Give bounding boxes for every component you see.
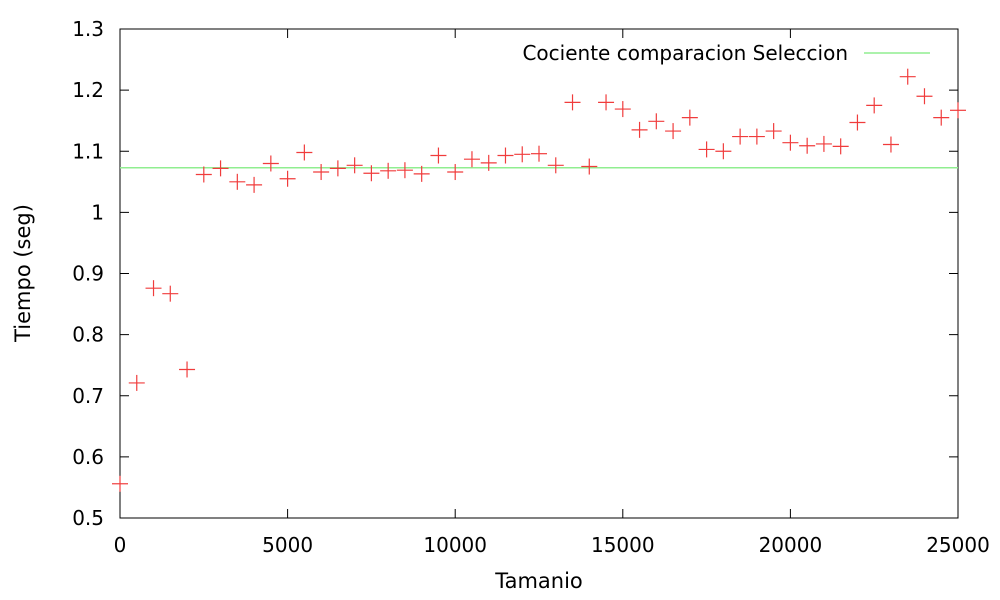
data-point xyxy=(732,128,749,145)
data-point xyxy=(497,147,514,164)
data-point xyxy=(514,146,531,163)
data-point xyxy=(430,147,447,164)
x-tick-label: 10000 xyxy=(423,533,487,557)
data-point xyxy=(564,94,581,111)
data-point xyxy=(581,158,598,175)
x-tick-label: 25000 xyxy=(926,533,990,557)
data-point xyxy=(815,135,832,152)
y-tick-label: 1.2 xyxy=(72,78,104,102)
data-point xyxy=(832,138,849,155)
data-point xyxy=(212,160,229,177)
y-tick-label: 1 xyxy=(91,200,104,224)
data-point xyxy=(363,165,380,182)
data-point xyxy=(715,143,732,160)
y-tick-label: 0.6 xyxy=(72,445,104,469)
data-point xyxy=(866,97,883,114)
data-point xyxy=(547,157,564,174)
data-point xyxy=(899,68,916,85)
data-point xyxy=(849,114,866,131)
data-point xyxy=(950,102,966,119)
data-point xyxy=(179,361,196,378)
data-point xyxy=(162,285,179,302)
data-point xyxy=(933,109,950,126)
y-tick-label: 0.8 xyxy=(72,323,104,347)
data-point xyxy=(799,137,816,154)
data-point xyxy=(380,162,397,179)
data-point xyxy=(195,166,212,183)
data-point xyxy=(447,164,464,181)
data-point xyxy=(329,160,346,177)
y-tick-label: 0.9 xyxy=(72,262,104,286)
data-point xyxy=(748,128,765,145)
axis-ticks: 0 5000 10000 15000 20000 25000 0.5 0.6 0.7 0.8 0.9… xyxy=(72,17,990,557)
data-point xyxy=(614,101,631,118)
x-tick-label: 20000 xyxy=(759,533,823,557)
data-point xyxy=(128,374,145,391)
y-tick-label: 0.5 xyxy=(72,506,104,530)
data-points xyxy=(112,68,966,492)
data-point xyxy=(279,170,296,187)
x-axis-label: Tamanio xyxy=(494,569,583,593)
data-point xyxy=(229,173,246,190)
data-point xyxy=(313,164,330,181)
data-point xyxy=(631,121,648,138)
data-point xyxy=(765,123,782,140)
data-point xyxy=(598,94,615,111)
x-tick-label: 5000 xyxy=(262,533,313,557)
data-point xyxy=(916,88,933,105)
data-point xyxy=(648,113,665,130)
data-point xyxy=(246,176,263,193)
data-point xyxy=(346,157,363,174)
x-tick-label: 15000 xyxy=(591,533,655,557)
y-tick-label: 1.1 xyxy=(72,139,104,163)
y-tick-label: 0.7 xyxy=(72,384,104,408)
data-point xyxy=(665,123,682,140)
legend-label: Cociente comparacion Seleccion xyxy=(522,41,848,65)
y-axis-label: Tiempo (seg) xyxy=(11,204,35,343)
legend: Cociente comparacion Seleccion xyxy=(522,41,930,65)
data-point xyxy=(413,165,430,182)
data-point xyxy=(262,155,279,172)
data-point xyxy=(396,162,413,179)
x-tick-label: 0 xyxy=(114,533,127,557)
data-point xyxy=(145,280,162,297)
y-tick-label: 1.3 xyxy=(72,17,104,41)
plot-frame xyxy=(119,28,959,519)
data-point xyxy=(698,141,715,158)
data-point xyxy=(681,109,698,126)
data-point xyxy=(531,145,547,162)
data-point xyxy=(480,154,497,171)
data-point xyxy=(463,151,480,168)
data-point xyxy=(296,144,313,161)
data-point xyxy=(782,134,799,151)
data-point xyxy=(882,136,899,153)
data-point xyxy=(112,475,128,492)
